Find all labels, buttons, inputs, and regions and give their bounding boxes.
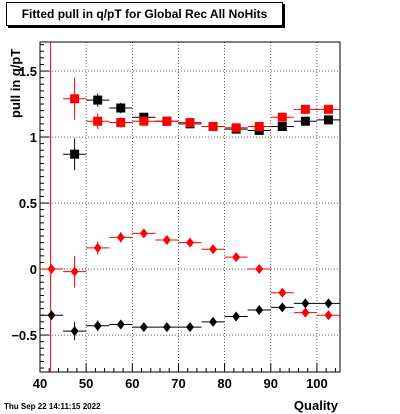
data-point — [278, 302, 287, 313]
data-point — [208, 121, 218, 131]
y-tick-label: 1 — [30, 130, 37, 145]
x-axis-label: Quality — [293, 398, 338, 413]
data-point — [186, 237, 194, 248]
data-point — [185, 118, 195, 128]
data-point — [301, 307, 310, 318]
data-point — [139, 322, 148, 333]
series-0 — [63, 93, 340, 171]
data-point — [277, 112, 287, 122]
x-tick-label: 50 — [79, 376, 93, 391]
data-point — [116, 118, 126, 128]
axis-layer: 40 50 60 70 80 90 100 −0.5 0 0.5 1 1.5 — [11, 41, 341, 391]
x-tick-label: 70 — [171, 376, 185, 391]
data-point — [209, 316, 218, 327]
data-point — [139, 116, 149, 126]
data-point — [70, 266, 79, 277]
data-point — [47, 310, 56, 321]
data-point — [116, 103, 126, 113]
data-point — [300, 116, 310, 126]
plot-frame — [39, 41, 341, 373]
series-2 — [40, 228, 340, 321]
y-tick-label: 1.5 — [19, 64, 37, 79]
data-point — [186, 322, 194, 333]
data-point — [323, 115, 333, 125]
data-point — [323, 104, 333, 114]
data-point — [324, 298, 333, 309]
y-tick-label: 0 — [30, 262, 37, 277]
data-point — [70, 149, 80, 159]
grid-layer — [39, 42, 340, 372]
data-point — [93, 242, 102, 253]
data-point — [300, 104, 310, 114]
data-point — [324, 310, 333, 321]
data-point — [139, 228, 148, 239]
x-tick-label: 90 — [264, 376, 278, 391]
data-point — [93, 320, 102, 331]
data-point — [232, 311, 241, 322]
data-point — [93, 116, 103, 126]
chart-title: Fitted pull in q/pT for Global Rec All N… — [6, 2, 283, 26]
data-point — [231, 123, 241, 133]
series-3 — [40, 298, 340, 341]
data-point — [277, 121, 287, 131]
y-axis-label: pull in q/pT — [8, 48, 23, 118]
x-tick-label: 100 — [306, 376, 328, 391]
x-tick-label: 40 — [33, 376, 47, 391]
data-point — [162, 116, 172, 126]
data-point — [70, 94, 80, 104]
data-point — [70, 326, 79, 337]
y-tick-label: −0.5 — [11, 328, 37, 343]
data-point — [278, 287, 287, 298]
data-point — [162, 322, 171, 333]
data-point — [162, 235, 171, 245]
data-point — [93, 95, 103, 105]
data-layer — [40, 42, 340, 372]
data-point — [209, 244, 218, 255]
x-tick-label: 60 — [125, 376, 139, 391]
x-tick-label: 80 — [217, 376, 231, 391]
data-point — [47, 264, 56, 275]
data-point — [255, 264, 264, 275]
data-point — [232, 252, 241, 263]
data-point — [116, 319, 125, 330]
series-1 — [63, 77, 340, 133]
data-point — [255, 304, 264, 315]
y-tick-label: 0.5 — [19, 196, 37, 211]
data-point — [254, 121, 264, 131]
data-point — [301, 298, 310, 309]
data-point — [116, 232, 125, 243]
timestamp: Thu Sep 22 14:11:15 2022 — [4, 402, 101, 411]
